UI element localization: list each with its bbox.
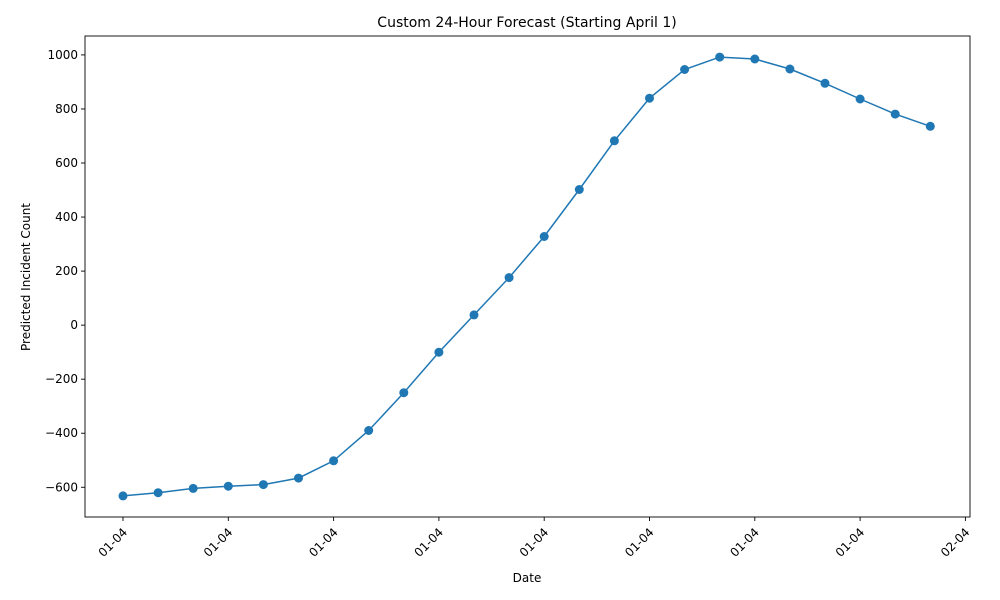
x-axis-label: Date: [513, 571, 542, 585]
data-point: [609, 136, 619, 146]
data-point: [469, 310, 479, 320]
data-point: [574, 185, 584, 194]
y-tick-label: −400: [45, 426, 78, 440]
data-point: [258, 480, 268, 490]
data-point: [820, 78, 830, 88]
data-point: [680, 65, 690, 74]
y-tick-label: −200: [45, 372, 78, 386]
data-point: [364, 426, 374, 435]
data-point: [785, 64, 795, 74]
data-point: [855, 94, 865, 104]
series-line: [122, 56, 931, 497]
y-tick-label: 200: [55, 264, 78, 278]
y-axis-label: Predicted Incident Count: [19, 203, 33, 351]
y-tick-label: 1000: [47, 48, 78, 62]
data-point: [539, 232, 549, 241]
data-point: [118, 491, 128, 501]
data-point: [223, 481, 233, 491]
chart-title: Custom 24-Hour Forecast (Starting April …: [377, 15, 676, 31]
data-point: [715, 52, 725, 62]
y-axis-ticks: −600 −400 −200 0 200 400 600 800 1000: [45, 48, 85, 494]
y-tick-label: 800: [55, 102, 78, 116]
data-point: [504, 273, 514, 283]
data-point: [294, 473, 303, 483]
y-tick-label: 400: [55, 210, 78, 224]
data-point: [890, 109, 900, 119]
data-point: [399, 388, 409, 398]
y-tick-label: 0: [70, 318, 78, 332]
data-point: [329, 456, 339, 466]
data-point: [925, 121, 935, 131]
y-tick-label: −600: [45, 480, 78, 494]
data-point: [645, 93, 654, 103]
data-point: [750, 54, 760, 64]
series-points: [118, 52, 935, 501]
data-point: [153, 488, 163, 498]
data-point: [188, 483, 198, 493]
data-point: [434, 347, 444, 357]
y-tick-label: 600: [55, 156, 78, 170]
plot-frame: [84, 35, 971, 518]
